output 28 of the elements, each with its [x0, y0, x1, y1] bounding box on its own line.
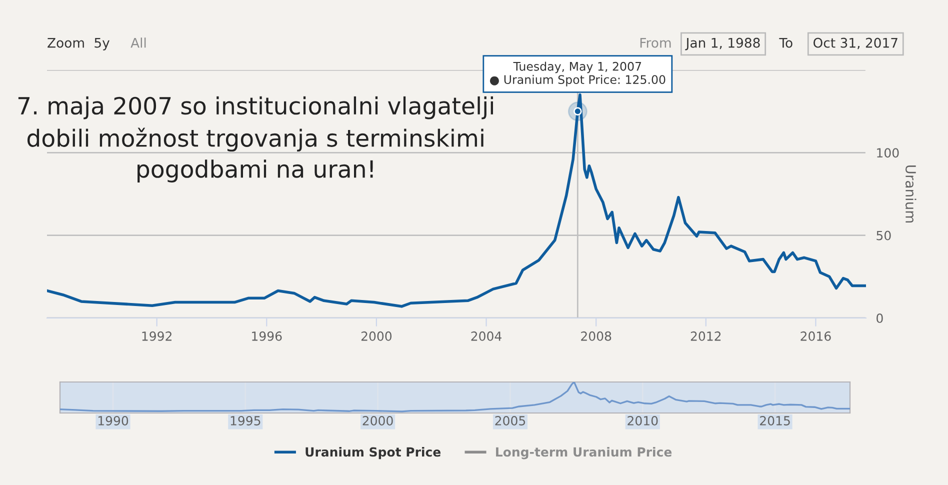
text: Oct 31, 2017 [814, 38, 898, 50]
legend-label: Uranium Spot Price [306, 447, 441, 460]
y-tick-label: 100 [877, 148, 899, 158]
x-tick-label: 2000 [361, 331, 392, 341]
text: To [779, 38, 792, 48]
x-tick-label: 2005 [495, 416, 526, 426]
text: Zoom [48, 38, 84, 48]
x-tick-label: 2000 [362, 416, 393, 426]
text: From [640, 38, 671, 48]
y-tick-label: 50 [876, 230, 891, 240]
x-tick-label: 2004 [471, 331, 502, 341]
x-tick-label: 1992 [142, 331, 172, 341]
x-tick-label: 2016 [800, 331, 831, 341]
y-tick-label: 0 [876, 313, 883, 323]
x-tick-label: 2008 [581, 331, 612, 341]
legend-label: Long-term Uranium Price [496, 447, 672, 460]
x-tick-label: 1995 [230, 416, 260, 426]
x-tick-label: 2012 [690, 331, 721, 341]
annotation: 7. maja 2007 so institucionalni vlagatelji dobili možnost trgovanja s terminskimi pogodbami na uran! [18, 96, 493, 182]
x-tick-label: 1996 [252, 331, 282, 341]
x-tick-label: 2015 [760, 416, 790, 426]
y-axis-title: Uranium [905, 166, 916, 223]
annotation: Tuesday, May 1, 2007 ● Uranium Spot Price: 125.00 [490, 62, 666, 86]
text: All [130, 38, 146, 48]
x-tick-label: 1990 [98, 416, 128, 426]
text: 5y [94, 38, 110, 50]
text: Jan 1, 1988 [685, 38, 760, 50]
x-tick-label: 2010 [628, 416, 658, 426]
